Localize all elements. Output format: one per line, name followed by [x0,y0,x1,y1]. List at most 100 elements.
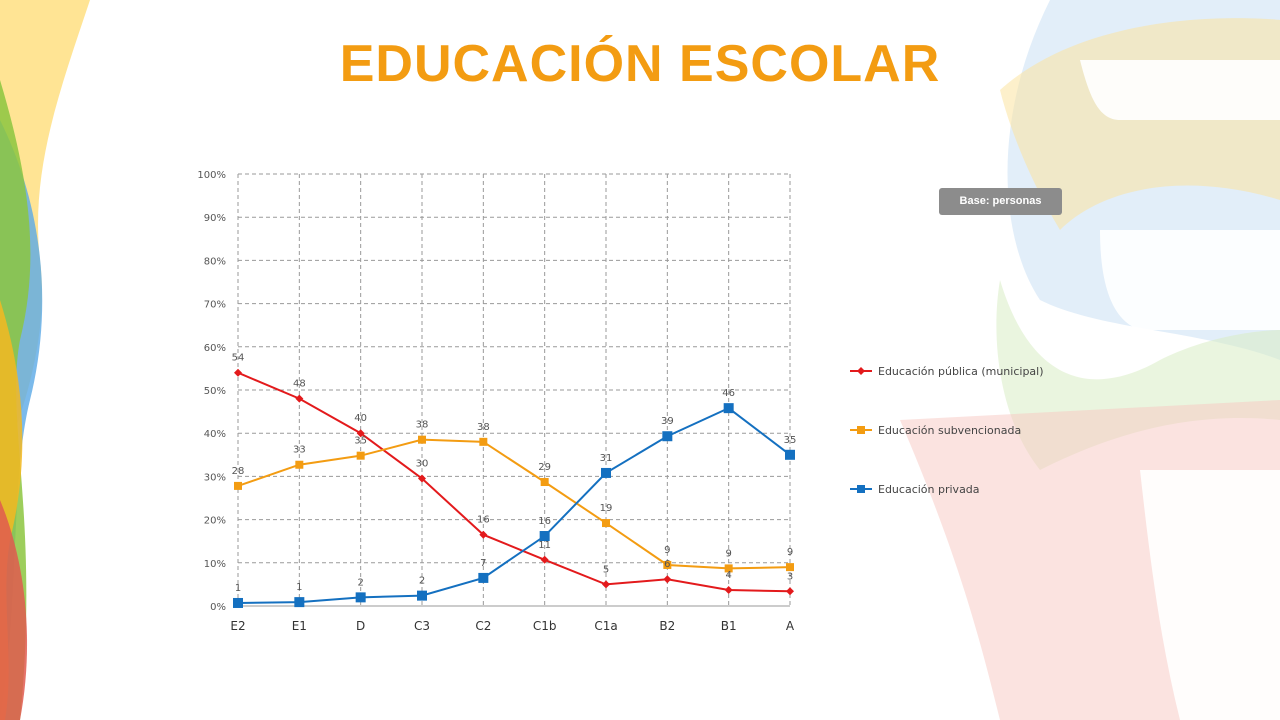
data-point [724,586,733,595]
data-label: 2 [357,577,363,588]
data-label: 40 [354,413,367,424]
data-label: 9 [664,545,670,556]
data-point [663,560,672,569]
data-label: 1 [235,583,241,594]
data-point [479,530,488,539]
chart-series [233,368,795,608]
data-point [724,564,733,573]
y-tick-label: 20% [204,516,226,527]
series-line [237,371,791,593]
data-point [355,592,366,603]
data-label: 11 [538,540,551,551]
x-tick-label: D [356,619,365,633]
legend-marker [857,367,865,375]
data-label: 46 [722,388,735,399]
page-title: EDUCACIÓN ESCOLAR [339,35,941,93]
data-label: 5 [603,564,609,575]
data-point [785,449,795,460]
data-label: 38 [416,420,429,431]
y-tick-label: 60% [204,343,226,354]
data-point [234,481,242,490]
y-tick-label: 50% [204,386,226,397]
x-axis-ticks: E2 E1 D C3 C2 C1b C1a B2 B1 A [230,619,795,633]
x-tick-label: E1 [292,619,307,633]
data-label: 16 [477,515,490,526]
data-label: 6 [664,559,670,570]
data-point [234,368,242,377]
data-point [479,437,488,446]
y-axis-ticks: 0% 10% 20% 30% 40% 50% 60% 70% 80% 90% 100% [197,170,226,613]
data-point [602,580,610,589]
data-point [294,597,305,608]
data-point [539,531,550,542]
series-line [237,438,791,570]
data-label: 30 [416,459,429,470]
data-label: 35 [784,435,797,446]
y-tick-label: 100% [197,170,226,181]
data-label: 29 [538,462,551,473]
legend-marker [857,426,865,434]
data-point [786,563,794,572]
data-label: 31 [600,453,613,464]
data-point [540,478,549,487]
x-tick-label: C1a [594,619,617,633]
data-label: 2 [419,576,425,587]
y-tick-label: 0% [210,602,226,613]
x-tick-label: B1 [721,619,737,633]
data-point [662,431,673,442]
data-label: 9 [787,547,793,558]
data-point [478,572,489,583]
x-tick-label: B2 [659,619,675,633]
data-point [356,451,365,460]
data-point [602,519,610,528]
data-label: 35 [354,436,367,447]
series-line [237,406,791,604]
data-label: 3 [787,571,793,582]
data-point [540,555,549,564]
data-label: 48 [293,379,306,390]
data-point [786,587,794,596]
data-point [417,590,427,601]
data-point [418,435,426,444]
y-tick-label: 40% [204,429,226,440]
data-point [418,474,426,483]
data-label: 16 [538,516,551,527]
x-tick-label: C3 [414,619,430,633]
data-label: 38 [477,422,490,433]
chart-grid [237,173,791,607]
y-tick-label: 30% [204,472,226,483]
data-label: 28 [232,466,245,477]
data-point [601,467,611,478]
x-tick-label: C2 [475,619,491,633]
data-point [663,575,672,584]
legend-label: Educación subvencionada [878,424,1021,437]
x-tick-label: A [786,619,795,633]
y-tick-label: 90% [204,213,226,224]
y-tick-label: 80% [204,256,226,267]
data-point [723,403,734,414]
data-label: 19 [600,503,613,514]
legend-label: Educación privada [878,483,980,496]
data-point [356,429,365,438]
data-point [233,597,243,608]
chart-legend: Educación pública (municipal) Educación s… [850,365,1044,496]
legend-label: Educación pública (municipal) [878,365,1044,378]
data-point [295,460,304,469]
data-label: 39 [661,416,674,427]
data-label: 1 [296,582,302,593]
data-point [295,394,304,403]
legend-marker [857,485,865,493]
x-tick-label: E2 [230,619,245,633]
data-label: 54 [232,353,245,364]
x-tick-label: C1b [533,619,557,633]
data-label: 7 [480,558,486,569]
y-tick-label: 10% [204,559,226,570]
data-label: 9 [725,548,731,559]
y-tick-label: 70% [204,300,226,311]
base-badge: Base: personas [939,188,1062,215]
data-label: 33 [293,445,306,456]
data-label: 4 [725,570,731,581]
